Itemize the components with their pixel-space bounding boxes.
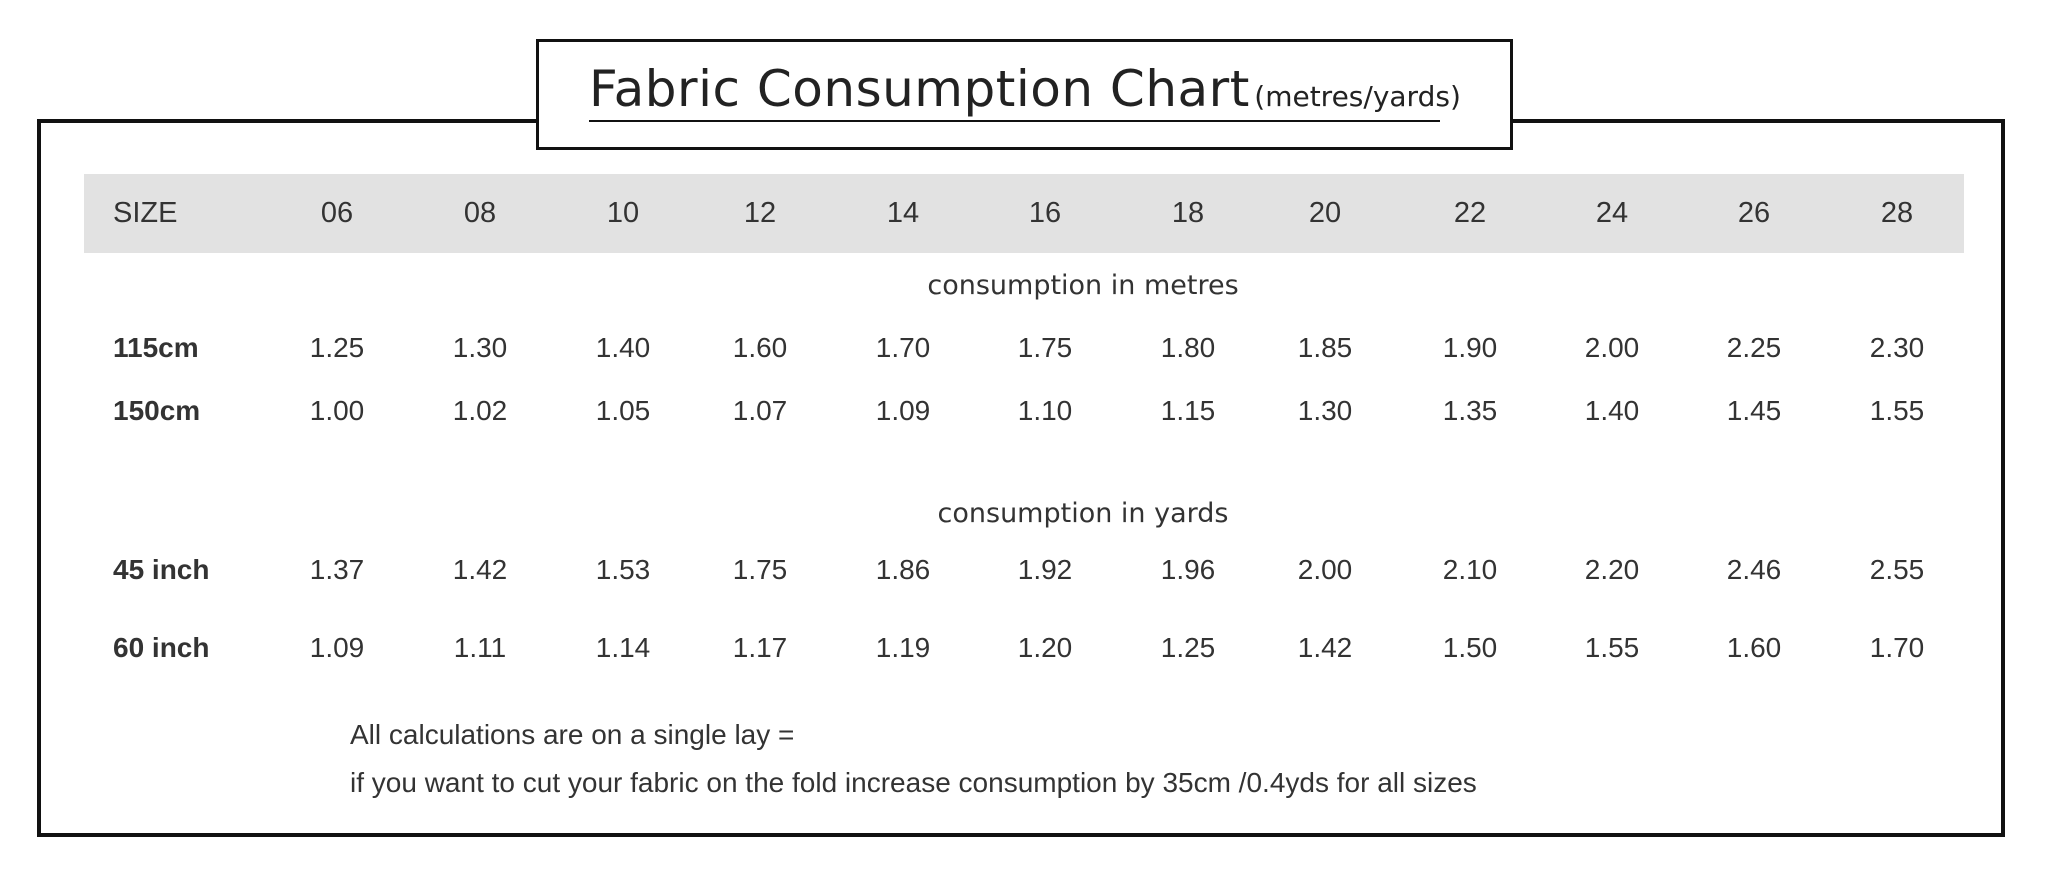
metres-section-label: consumption in metres — [927, 270, 1239, 301]
table-cell: 1.90 — [1442, 332, 1498, 363]
size-header-cell: 22 — [1453, 197, 1487, 229]
table-cell: 1.11 — [453, 632, 507, 663]
table-cell: 1.00 — [309, 395, 365, 426]
table-cell: 1.60 — [732, 332, 788, 363]
table-cell: 1.96 — [1160, 554, 1216, 585]
row-label: 45 inch — [113, 554, 210, 585]
table-cell: 1.45 — [1726, 395, 1782, 426]
table-cell: 1.30 — [1297, 395, 1353, 426]
table-cell: 1.42 — [1297, 632, 1353, 663]
title-units: (metres/yards) — [1254, 80, 1461, 113]
table-cell: 2.00 — [1297, 554, 1353, 585]
table-cell: 1.42 — [452, 554, 508, 585]
row-label: 60 inch — [113, 632, 210, 663]
size-header-cell: 12 — [743, 197, 777, 229]
table-cell: 1.35 — [1442, 395, 1498, 426]
table-cell: 2.46 — [1726, 554, 1782, 585]
table-cell: 1.70 — [875, 332, 931, 363]
table-cell: 1.15 — [1160, 395, 1216, 426]
table-cell: 1.09 — [309, 632, 365, 663]
size-header-cell: 08 — [463, 197, 497, 229]
size-header-cell: 26 — [1737, 197, 1771, 229]
page-title: Fabric Consumption Chart (metres/yards) — [589, 58, 1461, 122]
table-cell: 1.85 — [1297, 332, 1353, 363]
table-cell: 1.60 — [1726, 632, 1782, 663]
table-cell: 1.30 — [452, 332, 508, 363]
table-cell: 1.14 — [595, 632, 651, 663]
table-cell: 2.55 — [1869, 554, 1925, 585]
title-box: Fabric Consumption Chart (metres/yards) — [536, 39, 1513, 150]
table-cell: 1.86 — [875, 554, 931, 585]
table-cell: 2.00 — [1584, 332, 1640, 363]
size-header-label: SIZE — [113, 197, 178, 229]
note-line-1: All calculations are on a single lay = — [350, 719, 795, 750]
table-cell: 1.55 — [1869, 395, 1925, 426]
size-header-band — [84, 174, 1964, 253]
table-cell: 1.53 — [595, 554, 651, 585]
table-cell: 1.80 — [1160, 332, 1216, 363]
table-cell: 1.17 — [732, 632, 788, 663]
size-header-cell: 14 — [886, 197, 920, 229]
table-cell: 2.30 — [1869, 332, 1925, 363]
table-cell: 2.25 — [1726, 332, 1782, 363]
table-cell: 1.25 — [1160, 632, 1216, 663]
table-cell: 2.10 — [1442, 554, 1498, 585]
row-label: 150cm — [113, 395, 201, 426]
table-cell: 1.40 — [1584, 395, 1640, 426]
size-header-cell: 28 — [1880, 197, 1914, 229]
table-cell: 1.10 — [1017, 395, 1073, 426]
table-cell: 1.37 — [309, 554, 365, 585]
table-cell: 1.75 — [1017, 332, 1073, 363]
table-cell: 1.40 — [595, 332, 651, 363]
table-cell: 1.75 — [732, 554, 788, 585]
table-cell: 1.92 — [1017, 554, 1073, 585]
size-header-cell: 06 — [320, 197, 354, 229]
table-cell: 1.20 — [1017, 632, 1073, 663]
table-cell: 1.02 — [452, 395, 508, 426]
title-main: Fabric Consumption Chart — [589, 60, 1250, 118]
table-cell: 1.05 — [595, 395, 651, 426]
size-header-cell: 10 — [606, 197, 640, 229]
row-label: 115cm — [113, 332, 199, 363]
table-cell: 1.19 — [875, 632, 931, 663]
size-header-cell: 20 — [1308, 197, 1342, 229]
table-cell: 1.25 — [309, 332, 365, 363]
table-cell: 2.20 — [1584, 554, 1640, 585]
size-header-cell: 16 — [1028, 197, 1062, 229]
note-line-2: if you want to cut your fabric on the fo… — [350, 767, 1477, 798]
table-cell: 1.55 — [1584, 632, 1640, 663]
table-cell: 1.70 — [1869, 632, 1925, 663]
table-cell: 1.09 — [875, 395, 931, 426]
size-header-cell: 24 — [1595, 197, 1629, 229]
yards-section-label: consumption in yards — [937, 498, 1229, 529]
size-header-cell: 18 — [1171, 197, 1205, 229]
table-cell: 1.07 — [732, 395, 788, 426]
table-cell: 1.50 — [1442, 632, 1498, 663]
